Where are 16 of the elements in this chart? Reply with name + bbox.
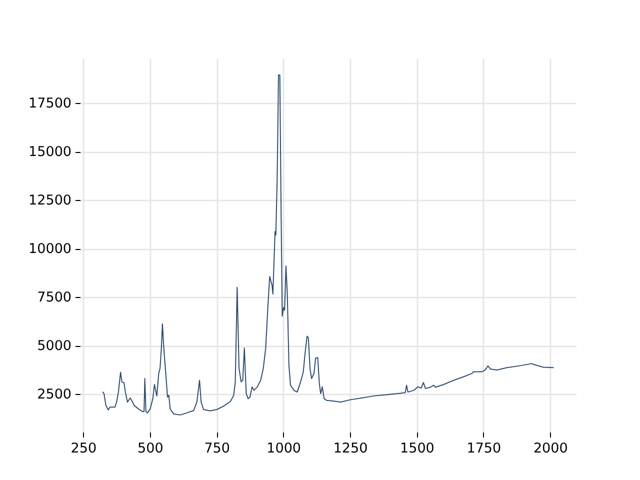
x-tick-label: 1750 — [466, 440, 502, 456]
x-tick-label: 500 — [138, 440, 164, 456]
y-tick-label: 17500 — [28, 96, 72, 112]
x-tick-label: 750 — [204, 440, 230, 456]
line-series — [102, 74, 554, 416]
y-tick-label: 15000 — [28, 144, 72, 160]
y-tick-label: 7500 — [37, 290, 72, 306]
x-tick-label: 2000 — [533, 440, 568, 456]
x-tick-label: 1500 — [400, 440, 434, 456]
y-tick-label: 10000 — [28, 241, 72, 258]
x-tick-label: 1000 — [266, 440, 301, 456]
y-tick-label: 12500 — [28, 192, 72, 209]
y-tick-label: 2500 — [37, 386, 72, 402]
y-tick-label: 5000 — [37, 338, 72, 354]
x-tick-label: 250 — [70, 440, 97, 456]
x-tick-label: 1250 — [333, 440, 368, 456]
